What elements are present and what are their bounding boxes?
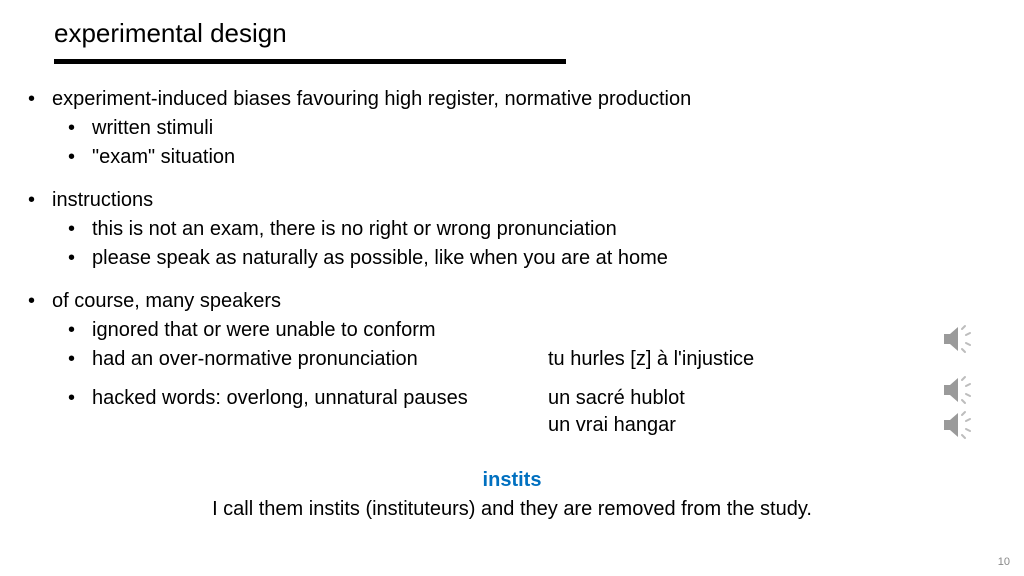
- bullet-2b: • please speak as naturally as possible,…: [68, 245, 996, 272]
- title-rule-wrap: [54, 59, 996, 64]
- slide-title: experimental design: [54, 18, 996, 49]
- bullet-mark: •: [68, 216, 92, 243]
- bullet-1: • experiment-induced biases favouring hi…: [28, 86, 996, 113]
- page-number: 10: [998, 556, 1010, 568]
- bullet-text: instructions: [52, 187, 996, 214]
- bullet-mark: •: [28, 86, 52, 113]
- audio-icon[interactable]: [940, 407, 976, 443]
- audio-icon[interactable]: [940, 372, 976, 408]
- bullet-3: • of course, many speakers: [28, 288, 996, 315]
- bullet-1a: • written stimuli: [68, 115, 996, 142]
- bullet-mark: •: [68, 385, 92, 412]
- example-text: un sacré hublot: [548, 385, 996, 412]
- bullet-mark: •: [68, 245, 92, 272]
- bullet-1b: • "exam" situation: [68, 144, 996, 171]
- audio-icon[interactable]: [940, 321, 976, 357]
- bullet-2a: • this is not an exam, there is no right…: [68, 216, 996, 243]
- instits-label: instits: [28, 467, 996, 494]
- bullet-text: "exam" situation: [92, 144, 996, 171]
- bullet-text: of course, many speakers: [52, 288, 996, 315]
- bullet-text: experiment-induced biases favouring high…: [52, 86, 996, 113]
- instits-text: I call them instits (instituteurs) and t…: [28, 496, 996, 523]
- bullet-text: written stimuli: [92, 115, 996, 142]
- bullet-3c-row: • hacked words: overlong, unnatural paus…: [68, 385, 996, 439]
- example-text: un vrai hangar: [548, 412, 996, 439]
- bullet-text: had an over-normative pronunciation: [92, 346, 548, 373]
- bullet-text: please speak as naturally as possible, l…: [92, 245, 996, 272]
- example-text: tu hurles [z] à l'injustice: [548, 346, 996, 373]
- bullet-2: • instructions: [28, 187, 996, 214]
- slide: experimental design • experiment-induced…: [0, 0, 1024, 576]
- bullet-3b-row: • had an over-normative pronunciation tu…: [68, 346, 996, 373]
- bullet-mark: •: [68, 115, 92, 142]
- bullet-mark: •: [28, 288, 52, 315]
- bullet-mark: •: [68, 144, 92, 171]
- bullet-text: this is not an exam, there is no right o…: [92, 216, 996, 243]
- bullet-3a: • ignored that or were unable to conform: [68, 317, 996, 344]
- slide-content: • experiment-induced biases favouring hi…: [28, 86, 996, 523]
- footer-block: instits I call them instits (instituteur…: [28, 467, 996, 523]
- title-rule: [54, 59, 566, 64]
- bullet-mark: •: [68, 317, 92, 344]
- bullet-mark: •: [28, 187, 52, 214]
- bullet-text: hacked words: overlong, unnatural pauses: [92, 385, 548, 412]
- bullet-mark: •: [68, 346, 92, 373]
- bullet-text: ignored that or were unable to conform: [92, 317, 996, 344]
